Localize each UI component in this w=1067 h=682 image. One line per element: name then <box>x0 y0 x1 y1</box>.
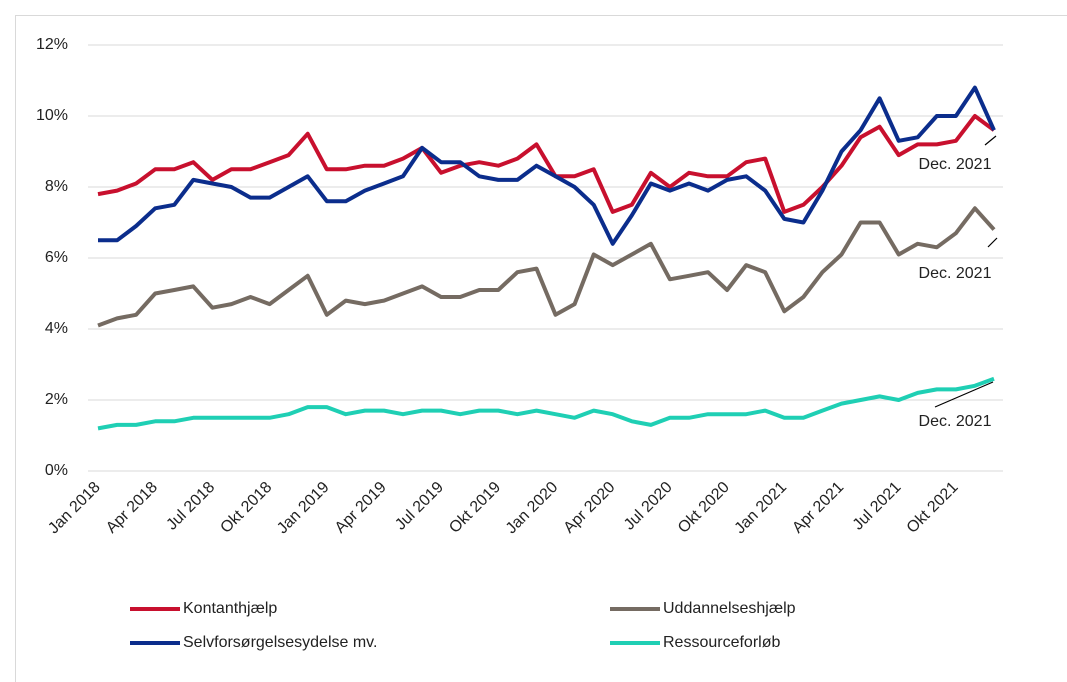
y-tick-label: 0% <box>45 462 68 479</box>
y-tick-label: 2% <box>45 391 68 408</box>
legend-label: Kontanthjælp <box>183 600 277 617</box>
series-line <box>97 376 995 431</box>
y-tick-label: 12% <box>36 36 68 53</box>
annotation-leader <box>987 237 998 248</box>
y-tick-label: 6% <box>45 249 68 266</box>
series-line <box>97 206 996 328</box>
legend-label: Uddannelseshjælp <box>663 600 796 617</box>
annotation: Dec. 2021 <box>919 156 992 173</box>
y-tick-label: 8% <box>45 178 68 195</box>
chart-frame <box>15 15 1067 682</box>
legend-label: Selvforsørgelsesydelse mv. <box>183 634 377 651</box>
annotation: Dec. 2021 <box>919 265 992 282</box>
legend-label: Ressourceforløb <box>663 634 780 651</box>
series-line <box>97 114 996 214</box>
annotation: Dec. 2021 <box>919 413 992 430</box>
y-tick-label: 4% <box>45 320 68 337</box>
annotation-leader <box>934 381 994 408</box>
series-line <box>98 85 996 246</box>
y-tick-label: 10% <box>36 107 68 124</box>
annotation-leader <box>984 135 997 146</box>
